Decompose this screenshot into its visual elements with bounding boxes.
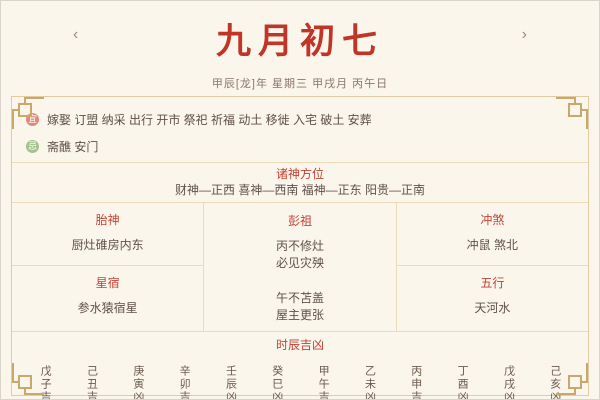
xingxiu-label: 星宿 [95, 276, 120, 290]
almanac-card: 宜 嫁娶 订盟 纳采 出行 开市 祭祀 祈福 动土 移徙 入宅 破土 安葬 忌 … [11, 96, 589, 399]
hour-luck-item: 丙申吉 [409, 364, 422, 400]
hour-luck-item: 己丑吉 [85, 364, 98, 400]
pengzu-couplet-2: 午不苫盖 屋主更张 [204, 290, 395, 324]
yi-badge-icon: 宜 [26, 113, 39, 126]
pengzu-label: 彭祖 [287, 214, 312, 228]
gods-directions-title: 诸神方位 [275, 167, 324, 181]
hour-luck-item: 戊戌凶 [502, 364, 515, 400]
info-grid: 胎神 厨灶碓房内东 星宿 参水猿宿星 彭祖 丙不修灶 必见灾殃 午不苫盖 屋主更… [12, 202, 588, 331]
taishen-value: 厨灶碓房内东 [71, 238, 144, 252]
hour-luck-item: 辛卯吉 [178, 364, 191, 400]
chongsha-value: 冲鼠 煞北 [466, 238, 518, 252]
wuxing-value: 天河水 [474, 301, 511, 315]
chongsha-label: 冲煞 [480, 213, 505, 227]
ganzhi-date-line: 甲辰[龙]年 星期三 甲戌月 丙午日 [211, 78, 389, 90]
pengzu-line: 午不苫盖 [275, 291, 324, 305]
hours-luck-section: 时辰吉凶 戊子吉 己丑吉 庚寅凶 辛卯吉 壬辰凶 癸巳凶 甲午吉 乙未凶 丙申吉… [12, 331, 588, 400]
hours-luck-title: 时辰吉凶 [275, 338, 324, 352]
hour-luck-item: 癸巳凶 [270, 364, 283, 400]
next-day-arrow[interactable]: › [521, 26, 527, 43]
ji-badge-icon: 忌 [26, 140, 39, 153]
pengzu-couplet-1: 丙不修灶 必见灾殃 [204, 238, 395, 272]
wuxing-label: 五行 [480, 276, 505, 290]
gods-directions-section: 诸神方位 财神—正西 喜神—西南 福神—正东 阳贵—正南 [12, 162, 588, 202]
auspicious-row: 宜 嫁娶 订盟 纳采 出行 开市 祭祀 祈福 动土 移徙 入宅 破土 安葬 [26, 106, 574, 133]
pengzu-line: 必见灾殃 [275, 256, 324, 270]
prev-day-arrow[interactable]: ‹ [73, 26, 79, 43]
xingxiu-cell: 星宿 参水猿宿星 [12, 266, 203, 330]
taishen-label: 胎神 [95, 213, 120, 227]
inauspicious-row: 忌 斋醮 安门 [26, 133, 574, 160]
taishen-cell: 胎神 厨灶碓房内东 [12, 203, 204, 266]
auspicious-activities: 嫁娶 订盟 纳采 出行 开市 祭祀 祈福 动土 移徙 入宅 破土 安葬 [47, 113, 372, 127]
hours-luck-row: 戊子吉 己丑吉 庚寅凶 辛卯吉 壬辰凶 癸巳凶 甲午吉 乙未凶 丙申吉 丁酉凶 … [12, 353, 588, 400]
gods-directions-values: 财神—正西 喜神—西南 福神—正东 阳贵—正南 [174, 183, 425, 197]
inauspicious-activities: 斋醮 安门 [47, 140, 99, 154]
grid-column-left: 胎神 厨灶碓房内东 星宿 参水猿宿星 [12, 203, 205, 331]
chongsha-cell: 冲煞 冲鼠 煞北 [396, 203, 588, 266]
hour-luck-item: 乙未凶 [363, 364, 376, 400]
hour-luck-item: 甲午吉 [317, 364, 330, 400]
hour-luck-item: 己亥凶 [548, 364, 561, 400]
hour-luck-item: 丁酉凶 [456, 364, 469, 400]
lunar-date-title: 九月初七 [215, 21, 384, 62]
pengzu-line: 屋主更张 [275, 308, 324, 322]
wuxing-cell: 五行 天河水 [397, 266, 588, 330]
hour-luck-item: 壬辰凶 [224, 364, 237, 400]
pengzu-cell: 彭祖 丙不修灶 必见灾殃 午不苫盖 屋主更张 [204, 203, 395, 331]
activities-section: 宜 嫁娶 订盟 纳采 出行 开市 祭祀 祈福 动土 移徙 入宅 破土 安葬 忌 … [12, 97, 588, 162]
hour-luck-item: 庚寅凶 [131, 364, 144, 400]
hour-luck-item: 戊子吉 [39, 364, 52, 400]
pengzu-line: 丙不修灶 [275, 239, 324, 253]
xingxiu-value: 参水猿宿星 [77, 301, 138, 315]
grid-column-right: 冲煞 冲鼠 煞北 五行 天河水 [395, 203, 588, 331]
